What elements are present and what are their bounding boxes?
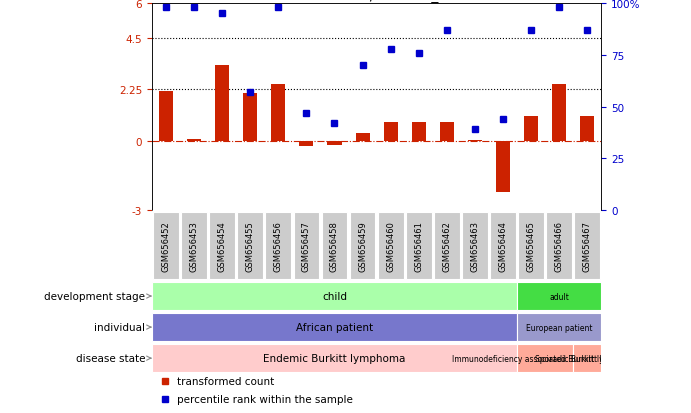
Text: GSM656461: GSM656461 <box>414 221 423 271</box>
Text: Endemic Burkitt lymphoma: Endemic Burkitt lymphoma <box>263 353 406 363</box>
Bar <box>272 84 285 142</box>
Bar <box>356 134 370 142</box>
Bar <box>496 142 510 192</box>
FancyBboxPatch shape <box>434 212 460 280</box>
FancyBboxPatch shape <box>181 212 207 280</box>
Bar <box>328 142 341 145</box>
FancyBboxPatch shape <box>209 212 235 280</box>
Bar <box>580 116 594 142</box>
Text: African patient: African patient <box>296 322 373 332</box>
Text: GSM656459: GSM656459 <box>358 221 367 271</box>
FancyBboxPatch shape <box>573 344 601 372</box>
FancyBboxPatch shape <box>265 212 291 280</box>
Text: GSM656464: GSM656464 <box>498 221 507 271</box>
FancyBboxPatch shape <box>517 282 601 310</box>
FancyBboxPatch shape <box>152 313 517 341</box>
Text: Sporadic Burkitt lymphoma: Sporadic Burkitt lymphoma <box>535 354 640 363</box>
Text: adult: adult <box>549 292 569 301</box>
Text: GSM656466: GSM656466 <box>555 220 564 271</box>
Bar <box>384 122 397 142</box>
FancyBboxPatch shape <box>518 212 544 280</box>
FancyBboxPatch shape <box>574 212 600 280</box>
Bar <box>412 122 426 142</box>
Text: percentile rank within the sample: percentile rank within the sample <box>177 394 352 404</box>
Bar <box>468 141 482 142</box>
Text: child: child <box>322 291 347 301</box>
Bar <box>159 91 173 142</box>
Text: GSM656458: GSM656458 <box>330 221 339 271</box>
Title: GDS3901 / 230000_at: GDS3901 / 230000_at <box>301 0 453 3</box>
FancyBboxPatch shape <box>378 212 404 280</box>
FancyBboxPatch shape <box>153 212 179 280</box>
FancyBboxPatch shape <box>517 344 573 372</box>
Text: GSM656452: GSM656452 <box>162 221 171 271</box>
FancyBboxPatch shape <box>350 212 375 280</box>
Text: GSM656453: GSM656453 <box>189 221 198 271</box>
Text: Immunodeficiency associated Burkitt lymphoma: Immunodeficiency associated Burkitt lymp… <box>453 354 638 363</box>
FancyBboxPatch shape <box>238 212 263 280</box>
Text: development stage: development stage <box>44 291 151 301</box>
Text: GSM656456: GSM656456 <box>274 221 283 271</box>
Text: European patient: European patient <box>526 323 592 332</box>
Bar <box>439 122 454 142</box>
Bar <box>243 94 257 142</box>
Text: individual: individual <box>94 322 151 332</box>
Text: GSM656467: GSM656467 <box>583 220 591 271</box>
Bar <box>299 142 314 146</box>
Text: GSM656462: GSM656462 <box>442 221 451 271</box>
Bar <box>524 116 538 142</box>
FancyBboxPatch shape <box>462 212 488 280</box>
FancyBboxPatch shape <box>294 212 319 280</box>
FancyBboxPatch shape <box>152 344 517 372</box>
Text: GSM656454: GSM656454 <box>218 221 227 271</box>
Bar <box>215 66 229 142</box>
FancyBboxPatch shape <box>406 212 432 280</box>
Text: GSM656455: GSM656455 <box>246 221 255 271</box>
Bar <box>187 140 201 142</box>
Text: disease state: disease state <box>75 353 151 363</box>
Text: GSM656463: GSM656463 <box>471 220 480 271</box>
Text: GSM656457: GSM656457 <box>302 221 311 271</box>
Text: transformed count: transformed count <box>177 377 274 387</box>
Text: GSM656460: GSM656460 <box>386 221 395 271</box>
FancyBboxPatch shape <box>546 212 572 280</box>
Text: GSM656465: GSM656465 <box>527 221 536 271</box>
FancyBboxPatch shape <box>490 212 515 280</box>
FancyBboxPatch shape <box>152 282 517 310</box>
FancyBboxPatch shape <box>321 212 348 280</box>
FancyBboxPatch shape <box>517 313 601 341</box>
Bar <box>552 84 566 142</box>
